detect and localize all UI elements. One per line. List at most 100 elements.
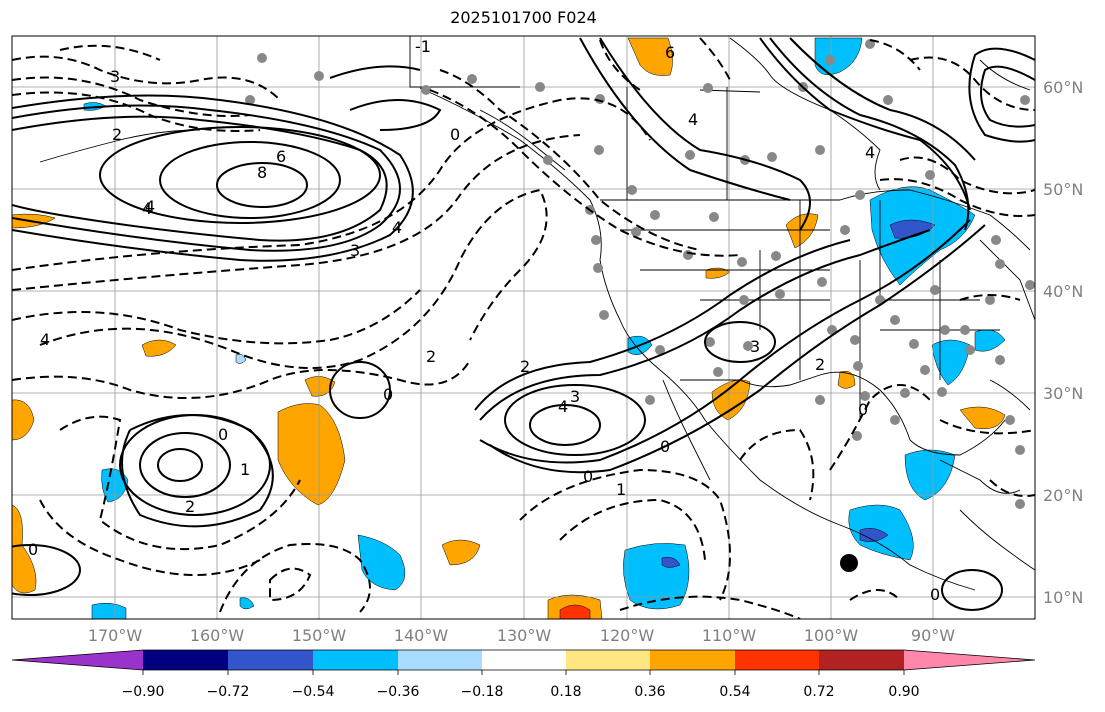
longitude-label: 170°W: [87, 626, 143, 645]
colorbar-tick-label: −0.18: [460, 684, 504, 700]
contour-label: 1: [616, 480, 626, 499]
contour-label: 0: [660, 437, 670, 456]
contour-label: 0: [858, 400, 868, 419]
latitude-label: 10°N: [1043, 588, 1084, 607]
longitude-label: 150°W: [291, 626, 347, 645]
contour-label: 2: [185, 497, 195, 516]
orange-area: [141, 339, 177, 357]
contour-label: 0: [583, 467, 593, 486]
blue-area: [91, 602, 127, 619]
orange-area: [785, 213, 819, 249]
dark-blue-area: [661, 557, 681, 568]
station-markers: [245, 39, 1035, 509]
contour-label: 0: [450, 125, 460, 144]
contour-label: 2: [426, 347, 436, 366]
colorbar-tick-label: 0.18: [550, 684, 582, 700]
marker-point: [840, 554, 858, 572]
map-frame: [11, 35, 1036, 620]
colorbar: [11, 649, 1036, 675]
colorbar-tick-label: 0.36: [634, 684, 666, 700]
orange-area: [277, 403, 346, 506]
contour-label: 0: [930, 585, 940, 604]
latitude-label: 30°N: [1043, 384, 1084, 403]
colorbar-swatch: [566, 650, 650, 670]
colorbar-tick-label: −0.72: [206, 684, 250, 700]
light-blue-area: [235, 353, 247, 364]
contour-label: 3: [110, 67, 120, 86]
orange-area: [959, 406, 1006, 429]
contour-label: 3: [570, 387, 580, 406]
colorbar-swatch: [313, 650, 398, 670]
contour-label: 4: [688, 110, 698, 129]
colorbar-swatch: [482, 650, 566, 670]
colorbar-swatch: [650, 650, 735, 670]
longitude-label: 140°W: [393, 626, 449, 645]
contour-label: 1: [240, 460, 250, 479]
longitude-label: 120°W: [599, 626, 655, 645]
contour-label: 3: [350, 241, 360, 260]
contour-labels: 8 6 4 2 0 4 3 4 2 0 -1 4 2 0 3 2 0 1 0 6…: [28, 37, 940, 604]
contour-label: 2: [815, 355, 825, 374]
longitude-label: 130°W: [496, 626, 552, 645]
contour-label: 4: [40, 330, 50, 349]
dashed-contours: [12, 37, 1035, 619]
orange-area: [12, 504, 37, 594]
map-content: 8 6 4 2 0 4 3 4 2 0 -1 4 2 0 3 2 0 1 0 6…: [12, 36, 1035, 619]
blue-area: [239, 597, 255, 610]
orange-area: [627, 37, 673, 76]
colorbar-swatch: [904, 650, 1035, 670]
colorbar-swatch: [143, 650, 228, 670]
colorbar-tick-label: 0.90: [888, 684, 920, 700]
colorbar-swatch: [398, 650, 482, 670]
blue-area: [931, 339, 971, 386]
longitude-label: 110°W: [701, 626, 757, 645]
orange-area: [711, 379, 751, 421]
shaded-anomalies: [12, 37, 1006, 619]
orange-area: [304, 376, 336, 397]
longitude-label: 90°W: [910, 626, 956, 645]
colorbar-swatch: [735, 650, 819, 670]
contour-label: 4: [865, 143, 875, 162]
contour-label: 4: [145, 197, 155, 216]
contour-label: -1: [415, 37, 431, 56]
blue-area: [623, 543, 690, 610]
colorbar-tick-label: −0.36: [376, 684, 420, 700]
colorbar-tick-label: 0.72: [803, 684, 835, 700]
longitude-label: 160°W: [189, 626, 245, 645]
dark-blue-area: [859, 528, 889, 542]
contour-label: 3: [750, 337, 760, 356]
contour-label: 4: [558, 397, 568, 416]
contour-label: 2: [112, 125, 122, 144]
colorbar-swatch: [228, 650, 313, 670]
longitude-label: 100°W: [803, 626, 859, 645]
contour-label: 0: [218, 425, 228, 444]
contour-label: 2: [520, 357, 530, 376]
map-gridlines: [12, 36, 1035, 619]
colorbar-tick-label: 0.54: [719, 684, 751, 700]
blue-area: [357, 534, 406, 591]
contour-label: 6: [276, 147, 286, 166]
red-area: [559, 604, 591, 619]
latitude-label: 20°N: [1043, 486, 1084, 505]
map-title: 2025101700 F024: [450, 8, 597, 27]
latitude-label: 60°N: [1043, 78, 1084, 97]
coastlines: [39, 36, 1035, 591]
blue-area: [869, 186, 976, 286]
latitude-label: 40°N: [1043, 282, 1084, 301]
contour-label: 0: [28, 540, 38, 559]
orange-area: [12, 399, 35, 441]
colorbar-swatch: [819, 650, 904, 670]
contour-label: 0: [383, 385, 393, 404]
solid-contours: [12, 37, 1035, 611]
contour-label: 6: [665, 43, 675, 62]
contour-label: 4: [142, 199, 152, 218]
colorbar-tick-label: −0.54: [291, 684, 335, 700]
colorbar-swatch: [12, 650, 143, 670]
contour-label: 8: [257, 163, 267, 182]
orange-area: [441, 539, 481, 566]
blue-area: [814, 37, 863, 76]
blue-area: [904, 449, 956, 501]
colorbar-tick-label: −0.90: [121, 684, 165, 700]
orange-area: [705, 267, 731, 279]
